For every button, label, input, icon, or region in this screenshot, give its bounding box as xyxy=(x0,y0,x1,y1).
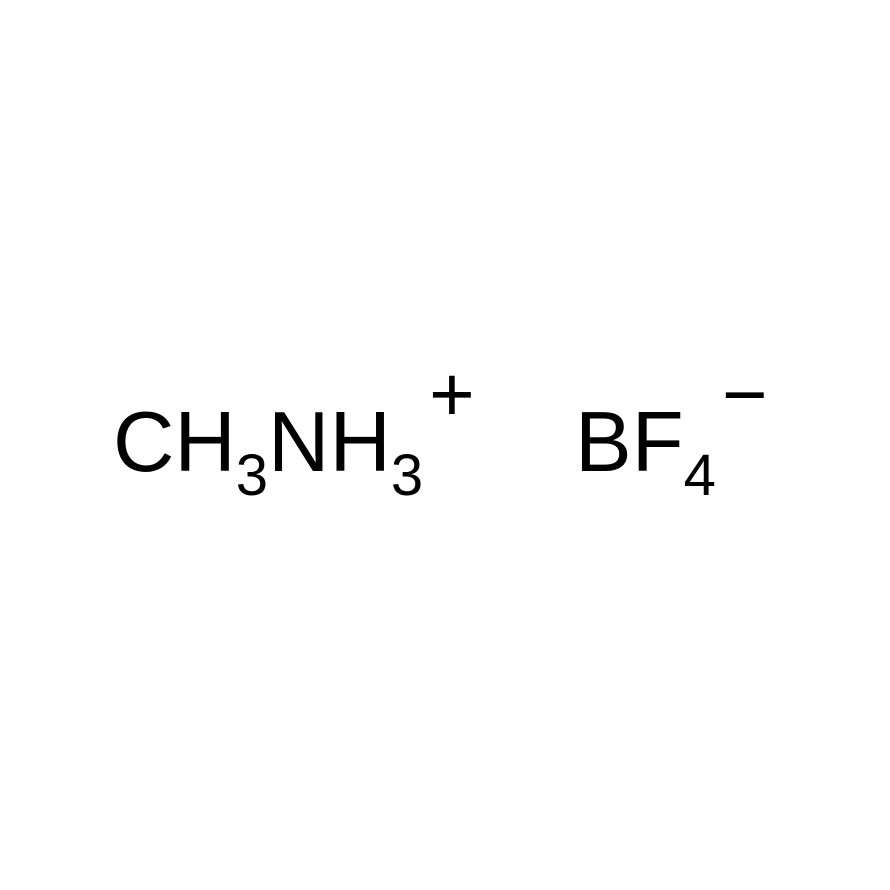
anion-element-b: B xyxy=(575,395,632,490)
anion-formula: BF4− xyxy=(575,400,767,485)
cation-subscript-1: 3 xyxy=(236,443,268,508)
cation-element-h1: H xyxy=(174,395,235,490)
cation-element-c: C xyxy=(113,395,174,490)
chemical-formula-canvas: CH3NH3+ BF4− xyxy=(0,0,890,890)
anion-charge-minus: − xyxy=(716,350,768,438)
cation-element-n: N xyxy=(268,395,329,490)
anion-subscript: 4 xyxy=(684,443,716,508)
cation-element-h2: H xyxy=(329,395,390,490)
anion-element-f: F xyxy=(632,395,684,490)
cation-formula: CH3NH3+ xyxy=(113,400,475,485)
cation-charge-plus: + xyxy=(423,350,475,438)
cation-subscript-2: 3 xyxy=(391,443,423,508)
